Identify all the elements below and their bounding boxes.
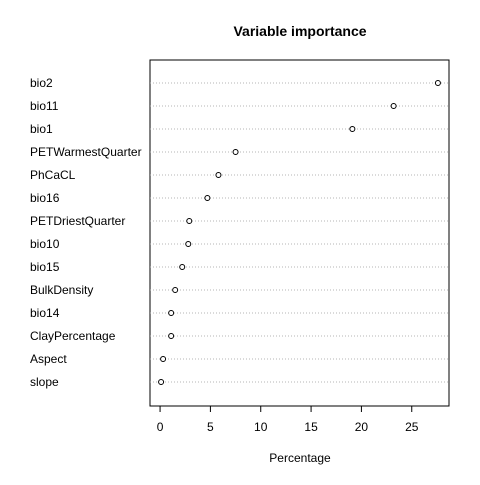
data-point bbox=[390, 103, 397, 109]
data-point bbox=[186, 218, 193, 224]
category-label: PETWarmestQuarter bbox=[30, 145, 142, 159]
category-label: PhCaCL bbox=[30, 168, 76, 182]
category-label: PETDriestQuarter bbox=[30, 214, 125, 228]
data-points bbox=[158, 80, 441, 385]
category-label: slope bbox=[30, 375, 59, 389]
data-point bbox=[158, 379, 165, 385]
data-point bbox=[160, 356, 167, 362]
data-point bbox=[179, 264, 186, 270]
data-point bbox=[168, 310, 175, 316]
category-label: BulkDensity bbox=[30, 283, 93, 297]
data-point bbox=[172, 287, 179, 293]
category-label: bio2 bbox=[30, 76, 53, 90]
x-tick-label: 15 bbox=[304, 420, 318, 434]
grid-lines bbox=[150, 82, 449, 383]
category-label: bio1 bbox=[30, 122, 53, 136]
x-tick-label: 25 bbox=[405, 420, 419, 434]
x-tick-label: 0 bbox=[157, 420, 164, 434]
category-label: bio16 bbox=[30, 191, 60, 205]
data-point bbox=[185, 241, 192, 247]
x-tick-label: 10 bbox=[254, 420, 268, 434]
category-label: ClayPercentage bbox=[30, 329, 116, 343]
data-point bbox=[349, 126, 356, 132]
category-labels: bio2 bio11 bio1 PETWarmestQuarter PhCaCL bio1… bbox=[30, 76, 142, 389]
x-tick-label: 5 bbox=[207, 420, 214, 434]
category-label: bio14 bbox=[30, 306, 60, 320]
data-point bbox=[215, 172, 222, 178]
x-axis: 0 5 10 15 20 25 bbox=[157, 405, 419, 434]
plot-frame bbox=[149, 59, 450, 407]
chart-title: Variable importance bbox=[233, 23, 366, 39]
data-point bbox=[204, 195, 211, 201]
category-label: bio15 bbox=[30, 260, 60, 274]
x-tick-label: 20 bbox=[355, 420, 369, 434]
category-label: bio11 bbox=[30, 99, 59, 113]
category-label: Aspect bbox=[30, 352, 67, 366]
data-point bbox=[232, 149, 239, 155]
category-label: bio10 bbox=[30, 237, 60, 251]
x-axis-label: Percentage bbox=[269, 451, 331, 465]
data-point bbox=[434, 80, 441, 86]
data-point bbox=[168, 333, 175, 339]
